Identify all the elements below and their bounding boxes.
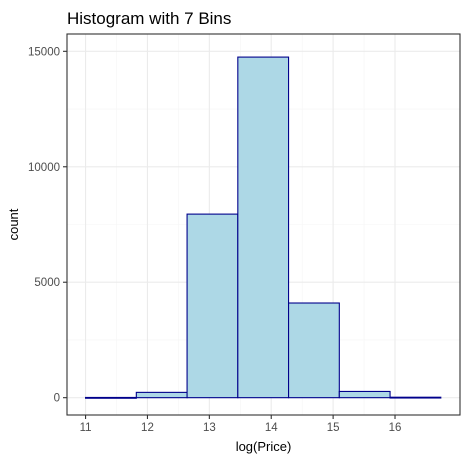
y-tick-label: 0 xyxy=(54,393,60,405)
x-tick-label: 15 xyxy=(327,422,340,434)
histogram-bar-5 xyxy=(288,302,340,399)
panel-border xyxy=(66,33,461,416)
histogram-bar-7 xyxy=(389,396,442,399)
histogram-bar-4 xyxy=(237,56,290,399)
histogram-bar-2 xyxy=(135,391,188,399)
histogram-bar-3 xyxy=(186,213,239,399)
histogram-bar-1 xyxy=(85,396,137,399)
y-tick-label: 15000 xyxy=(28,46,60,58)
x-tick-label: 16 xyxy=(389,422,402,434)
x-axis-title: log(Price) xyxy=(236,439,292,454)
x-tick-label: 11 xyxy=(80,422,92,434)
x-tick-label: 14 xyxy=(265,422,278,434)
y-axis-title: count xyxy=(6,208,21,240)
x-tick-label: 12 xyxy=(141,422,154,434)
x-tick-label: 13 xyxy=(203,422,216,434)
plot-area: 11 12 13 14 15 16 0 5000 10000 15000 xyxy=(28,33,461,434)
chart-title: Histogram with 7 Bins xyxy=(67,9,231,28)
histogram-bar-6 xyxy=(338,390,391,399)
y-tick-label: 5000 xyxy=(34,277,60,289)
y-tick-label: 10000 xyxy=(28,162,60,174)
